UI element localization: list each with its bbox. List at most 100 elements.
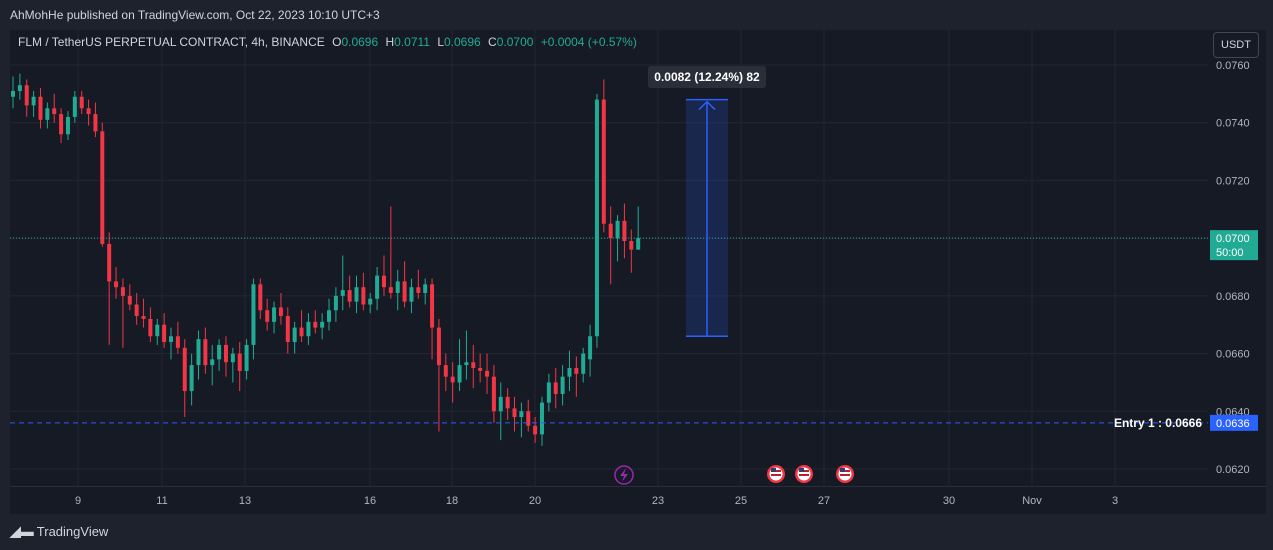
close-value: 0.0700 xyxy=(496,35,534,49)
measure-arrow-head xyxy=(698,100,716,111)
chart-pane[interactable] xyxy=(10,30,1208,514)
candle xyxy=(162,313,167,348)
candle-body xyxy=(443,365,448,377)
price-tick-label: 0.0680 xyxy=(1216,291,1250,303)
candle xyxy=(244,339,249,380)
candle xyxy=(306,313,311,345)
candle-body xyxy=(162,324,167,343)
candle-body xyxy=(100,131,105,244)
candle xyxy=(519,402,524,438)
time-tick-label: 13 xyxy=(239,495,251,507)
candle-body xyxy=(375,275,380,299)
candle-body xyxy=(189,365,194,392)
time-axis-border xyxy=(10,486,1266,487)
candle xyxy=(485,353,490,394)
candle xyxy=(299,310,304,343)
candle-body xyxy=(265,310,270,322)
grid-lines xyxy=(10,30,1208,486)
candle-body xyxy=(622,220,627,242)
candle xyxy=(546,373,551,412)
candle-body xyxy=(313,321,318,328)
candle-body xyxy=(272,307,277,322)
candle xyxy=(615,215,620,262)
time-tick-label: 11 xyxy=(156,495,167,507)
candle xyxy=(251,278,256,360)
candle xyxy=(114,267,119,299)
candle xyxy=(361,272,366,311)
candle-body xyxy=(567,368,572,377)
candle-body xyxy=(285,316,290,343)
candle-body xyxy=(498,396,503,412)
candle-body xyxy=(553,382,558,394)
candle-body xyxy=(512,408,517,418)
candle-body xyxy=(615,220,620,239)
candle xyxy=(59,108,64,143)
symbol-legend: FLM / TetherUS PERPETUAL CONTRACT, 4h, B… xyxy=(18,35,637,49)
candle xyxy=(265,298,270,331)
candle xyxy=(430,278,435,360)
candle xyxy=(31,90,36,117)
measure-label: 0.0082 (12.24%) 82 xyxy=(654,70,760,84)
candle xyxy=(237,342,242,392)
candle xyxy=(155,318,160,345)
candle-body xyxy=(594,99,599,337)
candle-body xyxy=(59,114,64,135)
time-tick-label: 20 xyxy=(529,495,541,507)
price-axis[interactable] xyxy=(1208,30,1266,514)
candle xyxy=(52,93,57,123)
candle-body xyxy=(86,108,91,115)
symbol-name[interactable]: FLM / TetherUS PERPETUAL CONTRACT, 4h, B… xyxy=(18,35,325,49)
candle-body xyxy=(340,290,345,296)
candle xyxy=(498,382,503,441)
candle xyxy=(86,99,91,126)
candle-body xyxy=(196,339,201,366)
candle xyxy=(594,93,599,348)
candle-body xyxy=(169,336,174,343)
candle-body xyxy=(347,290,352,302)
candle-body xyxy=(45,108,50,120)
candle-body xyxy=(601,99,606,224)
candle-body xyxy=(574,368,579,374)
footer-brand[interactable]: ◢▬ TradingView xyxy=(10,523,108,540)
currency-button[interactable]: USDT xyxy=(1213,32,1259,58)
us-flag-event-icon xyxy=(767,465,785,483)
candle-body xyxy=(478,368,483,371)
candle xyxy=(533,417,538,444)
candle-body xyxy=(278,307,283,317)
candle-body xyxy=(450,376,455,383)
candle xyxy=(347,275,352,308)
change-value: +0.0004 (+0.57%) xyxy=(540,35,637,49)
candle-body xyxy=(230,353,235,363)
candle-body xyxy=(546,382,551,403)
candle xyxy=(560,365,565,406)
lightning-event-icon xyxy=(614,465,634,485)
candle-body xyxy=(423,284,428,293)
candle xyxy=(223,336,228,377)
candle-body xyxy=(251,284,256,345)
candle-body xyxy=(31,96,36,106)
candle-body xyxy=(436,327,441,366)
candle xyxy=(381,255,386,296)
entry-price-tag xyxy=(1210,414,1258,431)
candle-body xyxy=(636,238,641,250)
candle xyxy=(388,206,393,299)
candle-body xyxy=(491,376,496,412)
us-flag-event-icon xyxy=(795,465,813,483)
candle-body xyxy=(306,321,311,337)
candle-body xyxy=(52,108,57,115)
candle xyxy=(107,232,112,345)
candle xyxy=(622,203,627,259)
candle-body xyxy=(127,295,132,305)
current-price-tag xyxy=(1210,230,1258,261)
candle xyxy=(526,399,531,432)
candle xyxy=(416,269,421,299)
candle xyxy=(539,396,544,446)
candle-body xyxy=(175,336,180,348)
candle xyxy=(464,330,469,380)
candle xyxy=(278,292,283,325)
candle xyxy=(100,122,105,247)
countdown-label: 50:00 xyxy=(1216,247,1244,259)
candle xyxy=(17,73,22,100)
time-tick-label: 23 xyxy=(652,495,664,507)
